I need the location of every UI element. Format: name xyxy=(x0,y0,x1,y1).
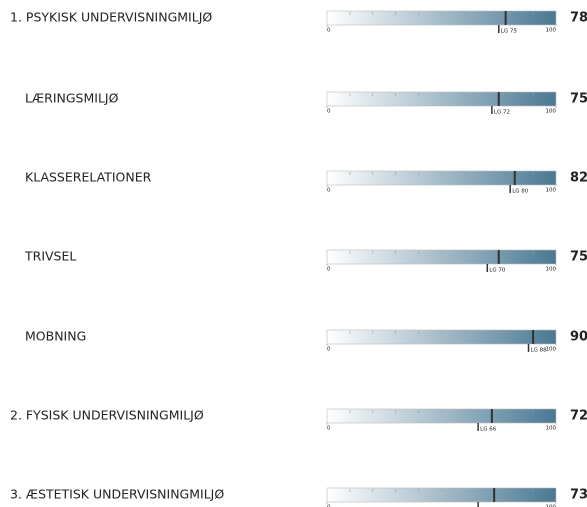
gauge-bar xyxy=(326,10,557,26)
score: 73 xyxy=(570,488,587,503)
tick-label: 0 xyxy=(327,188,331,194)
gauge-bar xyxy=(326,408,557,424)
benchmark-label: LG 75 xyxy=(501,29,518,35)
tick-label: 0 xyxy=(327,28,331,34)
category-label: 1. PSYKISK UNDERVISNINGMILJØ xyxy=(10,10,212,25)
category-label: TRIVSEL xyxy=(24,249,76,264)
score: 90 xyxy=(570,330,587,345)
gauge-bar xyxy=(326,487,557,503)
benchmark-label: LG 70 xyxy=(489,268,506,274)
tick-label: 0 xyxy=(327,426,331,432)
tick-label: 100 xyxy=(546,347,557,353)
benchmark-label: LG 66 xyxy=(480,427,497,433)
benchmark-label: LG 80 xyxy=(512,189,529,195)
tick-label: 100 xyxy=(546,426,557,432)
tick-label: 100 xyxy=(546,505,557,507)
score: 72 xyxy=(570,409,587,424)
tick-label: 0 xyxy=(327,109,331,115)
tick-label: 100 xyxy=(546,109,557,115)
category-label: LÆRINGSMILJØ xyxy=(25,91,119,106)
score: 75 xyxy=(570,92,587,107)
tick-label: 100 xyxy=(546,188,557,194)
benchmark-label: LG 88 xyxy=(531,348,548,354)
tick-label: 0 xyxy=(327,267,331,273)
tick-label: 100 xyxy=(546,28,557,34)
score: 82 xyxy=(570,171,587,186)
benchmark-label: LG 72 xyxy=(494,110,510,116)
score: 75 xyxy=(570,250,587,265)
score: 78 xyxy=(570,11,587,26)
tick-label: 0 xyxy=(327,347,331,353)
category-label: 2. FYSISK UNDERVISNINGMILJØ xyxy=(10,408,204,423)
category-label: KLASSERELATIONER xyxy=(25,170,152,185)
tick-label: 100 xyxy=(546,267,557,273)
gauge-bar xyxy=(326,329,557,345)
tick-label: 0 xyxy=(327,505,331,507)
category-label: MOBNING xyxy=(25,329,86,344)
category-label: 3. ÆSTETISK UNDERVISNINGMILJØ xyxy=(10,487,224,502)
gauge-bar xyxy=(326,170,557,186)
